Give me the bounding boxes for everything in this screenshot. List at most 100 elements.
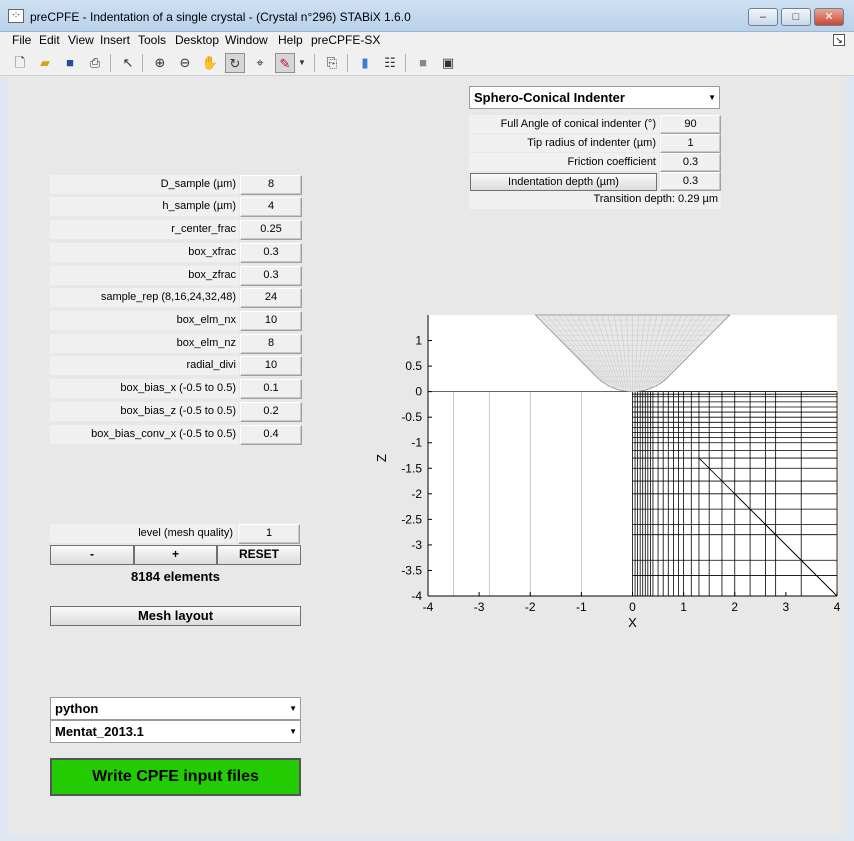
menu-bar: File Edit View Insert Tools Desktop Wind… [0,32,854,50]
menu-edit[interactable]: Edit [39,33,60,47]
param-field[interactable]: 0.1 [240,379,302,399]
element-count: 8184 elements [131,569,220,584]
indenter-type-select[interactable]: Sphero-Conical Indenter ▼ [469,86,720,109]
new-figure-icon[interactable]: 🗋 [14,55,26,70]
param-field[interactable]: 0.3 [240,243,302,263]
indenter-grid-line [570,314,612,385]
mesh-reset-button[interactable]: RESET [217,545,301,565]
brush-dropdown-icon[interactable]: ▼ [298,58,306,67]
mesh-decrease-button[interactable]: - [50,545,134,565]
colorbar-icon[interactable]: ▮ [361,55,369,70]
write-cpfe-button[interactable]: Write CPFE input files [50,758,301,796]
show-tools-icon[interactable]: ▣ [441,55,455,70]
pan-icon[interactable]: ✋ [201,55,219,70]
indenter-grid-line [643,314,664,389]
brush-icon[interactable]: ✎ [275,53,295,73]
save-icon[interactable]: ■ [66,55,74,70]
zoom-in-icon[interactable]: ⊕ [154,55,166,70]
param-field[interactable]: 24 [240,288,302,308]
dock-icon[interactable]: ↘ [833,34,845,46]
y-tick-label: 0.5 [405,359,422,373]
param-field[interactable]: 0.4 [240,425,302,445]
x-tick-label: 2 [731,600,738,614]
param-field[interactable]: 0.2 [240,402,302,422]
param-label: D_sample (µm) [50,175,239,194]
indenter-grid-line [653,314,695,385]
indenter-grid-line [546,314,603,382]
indenter-grid-line [601,314,622,389]
mesh-increase-button[interactable]: + [134,545,217,565]
param-label: h_sample (µm) [50,197,239,216]
indenter-grid-line [649,314,682,386]
mesh-layout-button[interactable]: Mesh layout [50,606,301,626]
indentation-depth-field[interactable]: 0.3 [660,172,721,191]
indenter-grid-line [595,314,620,388]
param-field[interactable]: 10 [240,311,302,331]
y-tick-label: -1.5 [401,461,422,475]
param-field[interactable]: 0.3 [240,266,302,286]
link-icon[interactable]: ⎘ [326,55,338,70]
cone-angle-field[interactable]: 90 [660,115,721,134]
indenter-grid-line [558,314,607,383]
pointer-icon[interactable]: ↖ [122,55,134,70]
y-tick-label: -2 [411,487,422,501]
param-field[interactable]: 10 [240,356,302,376]
legend-icon[interactable]: ☷ [384,55,396,70]
mesh-plot[interactable]: -4 -3 -2 -1 0 1 2 3 4 1 0.5 0 -0.5 -1 -1.5 -2 -2.5 -3 -3.5… [370,305,850,645]
rotate-icon[interactable]: ↻ [225,53,245,73]
param-field[interactable]: 8 [240,175,302,195]
maximize-button[interactable]: □ [781,8,811,26]
menu-desktop[interactable]: Desktop [175,33,220,47]
hide-tools-icon[interactable]: ■ [419,55,427,70]
tip-radius-field[interactable]: 1 [660,134,721,153]
close-button[interactable]: ✕ [814,8,844,26]
menu-file[interactable]: File [12,33,32,47]
param-label: box_bias_x (-0.5 to 0.5) [50,379,239,398]
menu-tools[interactable]: Tools [138,33,167,47]
indentation-depth-button[interactable]: Indentation depth (µm) [470,173,657,191]
param-label: box_bias_conv_x (-0.5 to 0.5) [50,425,239,444]
language-value: python [55,701,99,716]
language-select[interactable]: python ▼ [50,697,301,720]
chevron-down-icon: ▼ [289,704,297,713]
menu-view[interactable]: View [68,33,94,47]
x-axis-label: X [628,615,637,630]
mesh-line [765,524,838,597]
zoom-out-icon[interactable]: ⊖ [179,55,191,70]
minimize-button[interactable]: – [748,8,778,26]
y-tick-label: -3 [411,538,422,552]
open-icon[interactable]: ▰ [40,55,50,70]
friction-label: Friction coefficient [469,153,659,171]
indenter-grid-line [638,314,652,390]
app-icon: -:- [8,9,24,23]
x-tick-label: 3 [783,600,790,614]
menu-precpfe-sx[interactable]: preCPFE-SX [311,33,381,47]
param-label: r_center_frac [50,220,239,239]
print-icon[interactable]: ⎙ [89,55,101,70]
friction-field[interactable]: 0.3 [660,153,721,172]
x-tick-label: 4 [834,600,841,614]
indenter-grid-line [564,314,610,384]
mesh-level-field[interactable]: 1 [238,524,300,544]
indenter-grid-line [660,314,713,383]
x-tick-label: 0 [629,600,636,614]
param-field[interactable]: 4 [240,197,302,217]
param-label: radial_divi [50,356,239,375]
indenter-grid-line [552,314,605,383]
data-cursor-icon[interactable]: ⌖ [256,55,264,70]
menu-help[interactable]: Help [278,33,303,47]
param-label: box_xfrac [50,243,239,262]
y-tick-label: 0 [415,385,422,399]
x-tick-label: -3 [474,600,485,614]
cone-angle-label: Full Angle of conical indenter (°) [469,115,659,133]
window-title: preCPFE - Indentation of a single crysta… [30,10,411,24]
fem-software-select[interactable]: Mentat_2013.1 ▼ [50,720,301,743]
param-label: box_zfrac [50,266,239,285]
menu-insert[interactable]: Insert [100,33,131,47]
indenter-grid-line [655,314,701,384]
param-field[interactable]: 8 [240,334,302,354]
param-field[interactable]: 0.25 [240,220,302,240]
y-tick-label: -3.5 [401,563,422,577]
menu-window[interactable]: Window [225,33,268,47]
param-label: box_bias_z (-0.5 to 0.5) [50,402,239,421]
